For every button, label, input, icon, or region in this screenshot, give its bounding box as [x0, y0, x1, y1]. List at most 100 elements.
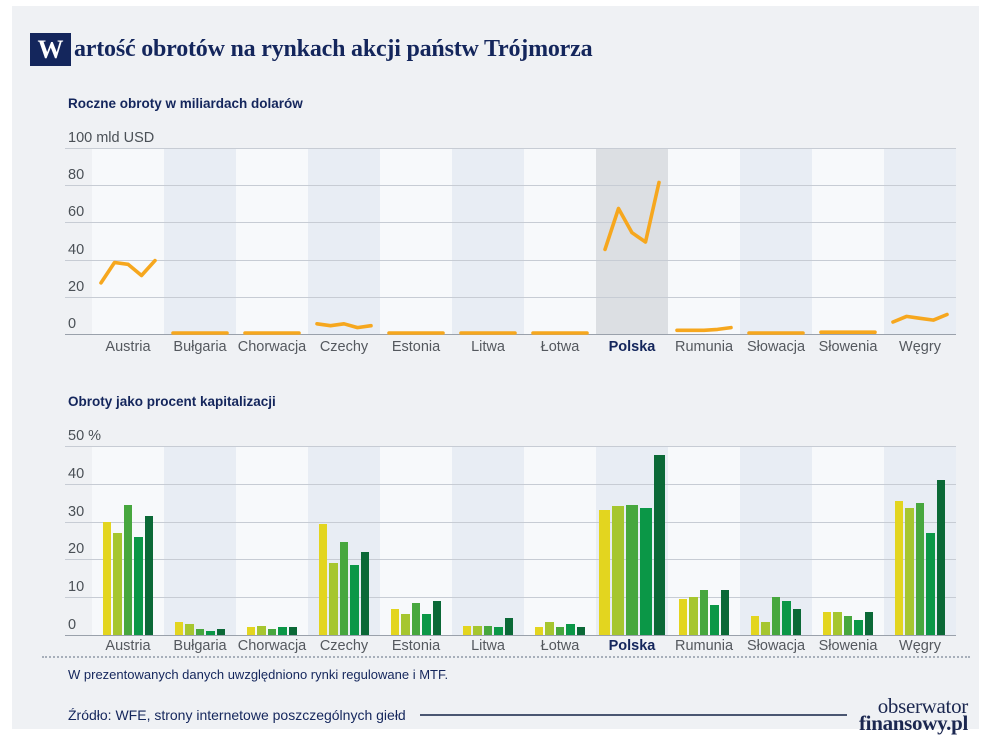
column-band-chorwacja [236, 447, 308, 636]
bar-chorwacja-5 [288, 627, 298, 635]
y-tick-0: 0 [68, 316, 77, 332]
bar-group-węgry [894, 446, 946, 635]
line-rumunia [675, 325, 733, 333]
y-tick-40: 40 [68, 465, 85, 482]
bar-słowenia-4 [854, 619, 863, 635]
gridline-100 [65, 148, 956, 149]
y-tick-60: 60 [68, 204, 85, 221]
bar-polska-2 [612, 506, 625, 635]
column-band-słowenia [812, 447, 884, 636]
bar-chorwacja-4 [278, 627, 287, 635]
logo-line-1: obserwator [877, 694, 969, 718]
chart1-subtitle: Roczne obroty w miliardach dolarów [68, 96, 303, 111]
x-label-rumunia: Rumunia [674, 339, 734, 355]
x-label-rumunia: Rumunia [674, 638, 734, 654]
gridline-40 [65, 259, 956, 261]
bar-rumunia-1 [678, 599, 688, 635]
gridline-40 [65, 483, 956, 485]
bar-estonia-4 [422, 614, 431, 635]
gridline-0 [65, 635, 956, 636]
obserwator-finansowy-logo: obserwator finansowy.pl [858, 694, 969, 735]
infographic-panel: W artość obrotów na rynkach akcji państw… [12, 6, 979, 735]
bar-group-austria [102, 446, 154, 635]
bar-rumunia-5 [720, 589, 730, 635]
bar-łotwa-1 [534, 627, 544, 635]
x-label-polska: Polska [608, 638, 656, 654]
bar-czechy-4 [350, 565, 359, 635]
bar-group-słowenia [822, 446, 874, 635]
bar-litwa-2 [473, 625, 482, 635]
bar-chorwacja-1 [246, 627, 256, 635]
y-tick-20: 20 [68, 541, 85, 558]
column-band-słowacja [740, 149, 812, 335]
x-label-węgry: Węgry [899, 638, 941, 654]
x-label-estonia: Estonia [391, 339, 441, 355]
bar-group-słowacja [750, 446, 802, 635]
bar-estonia-2 [401, 614, 410, 635]
bar-rumunia-3 [699, 589, 709, 635]
bar-group-estonia [390, 446, 442, 635]
x-label-słowenia: Słowenia [818, 339, 878, 355]
gridline-10 [65, 597, 956, 599]
bar-group-polska [598, 446, 666, 635]
x-label-słowacja: Słowacja [746, 339, 806, 355]
bar-estonia-3 [411, 602, 421, 635]
bar-rumunia-4 [710, 604, 719, 635]
bar-łotwa-5 [576, 627, 586, 635]
bar-łotwa-4 [566, 623, 575, 635]
bar-group-chorwacja [246, 446, 298, 635]
bar-węgry-5 [936, 480, 946, 635]
footnote: W prezentowanych danych uwzględniono ryn… [68, 667, 449, 682]
bar-austria-3 [123, 504, 133, 635]
x-label-słowenia: Słowenia [818, 638, 878, 654]
bar-austria-5 [144, 515, 154, 635]
bar-słowacja-1 [750, 616, 760, 635]
bar-węgry-4 [926, 532, 935, 635]
line-polska [603, 180, 661, 252]
column-band-austria [92, 149, 164, 335]
turnover-lines [99, 180, 949, 335]
bar-polska-1 [598, 510, 611, 635]
y-tick-30: 30 [68, 503, 85, 520]
x-label-litwa: Litwa [471, 638, 505, 654]
bar-rumunia-2 [689, 597, 698, 635]
gridline-30 [65, 521, 956, 523]
column-band-łotwa [524, 447, 596, 636]
bar-polska-4 [639, 508, 652, 635]
line-chart-plot: 0 20 40 60 80 100 mld USD [65, 130, 956, 335]
bar-group-łotwa [534, 446, 586, 635]
column-band-bułgaria [164, 149, 236, 335]
x-label-austria: Austria [105, 638, 151, 654]
gridline-80 [65, 185, 956, 187]
bar-chorwacja-2 [257, 625, 266, 635]
bar-czechy-2 [329, 563, 338, 635]
chart2-subtitle: Obroty jako procent kapitalizacji [68, 394, 276, 409]
bar-bułgaria-2 [185, 623, 194, 635]
column-band-estonia [380, 149, 452, 335]
title-drop-cap: W [30, 33, 71, 66]
column-band-słowenia [812, 149, 884, 335]
y-tick-100: 100 mld USD [68, 130, 155, 146]
x-label-bułgaria: Bułgaria [173, 339, 227, 355]
x-label-łotwa: Łotwa [540, 638, 580, 654]
bar-austria-1 [102, 521, 112, 635]
x-label-polska: Polska [608, 339, 656, 355]
bar-litwa-1 [462, 625, 472, 635]
logo-line-2: finansowy.pl [858, 711, 968, 735]
x-label-litwa: Litwa [471, 339, 505, 355]
bar-chart-plot: 0 10 20 30 40 50 % [65, 428, 956, 636]
gridline-20 [65, 559, 956, 561]
bar-słowenia-2 [833, 612, 842, 635]
bar-słowenia-1 [822, 612, 832, 635]
column-band-rumunia [668, 149, 740, 335]
bar-chorwacja-3 [267, 629, 277, 635]
source-rule [419, 714, 847, 716]
y-tick-40: 40 [68, 241, 85, 258]
title-block: W artość obrotów na rynkach akcji państw… [30, 33, 593, 66]
bar-bułgaria-4 [206, 631, 215, 635]
x-label-chorwacja: Chorwacja [237, 339, 307, 355]
source-text: Źródło: WFE, strony internetowe poszczeg… [68, 707, 406, 723]
bar-czechy-3 [339, 542, 349, 635]
column-band-litwa [452, 149, 524, 335]
bar-austria-2 [113, 532, 122, 635]
